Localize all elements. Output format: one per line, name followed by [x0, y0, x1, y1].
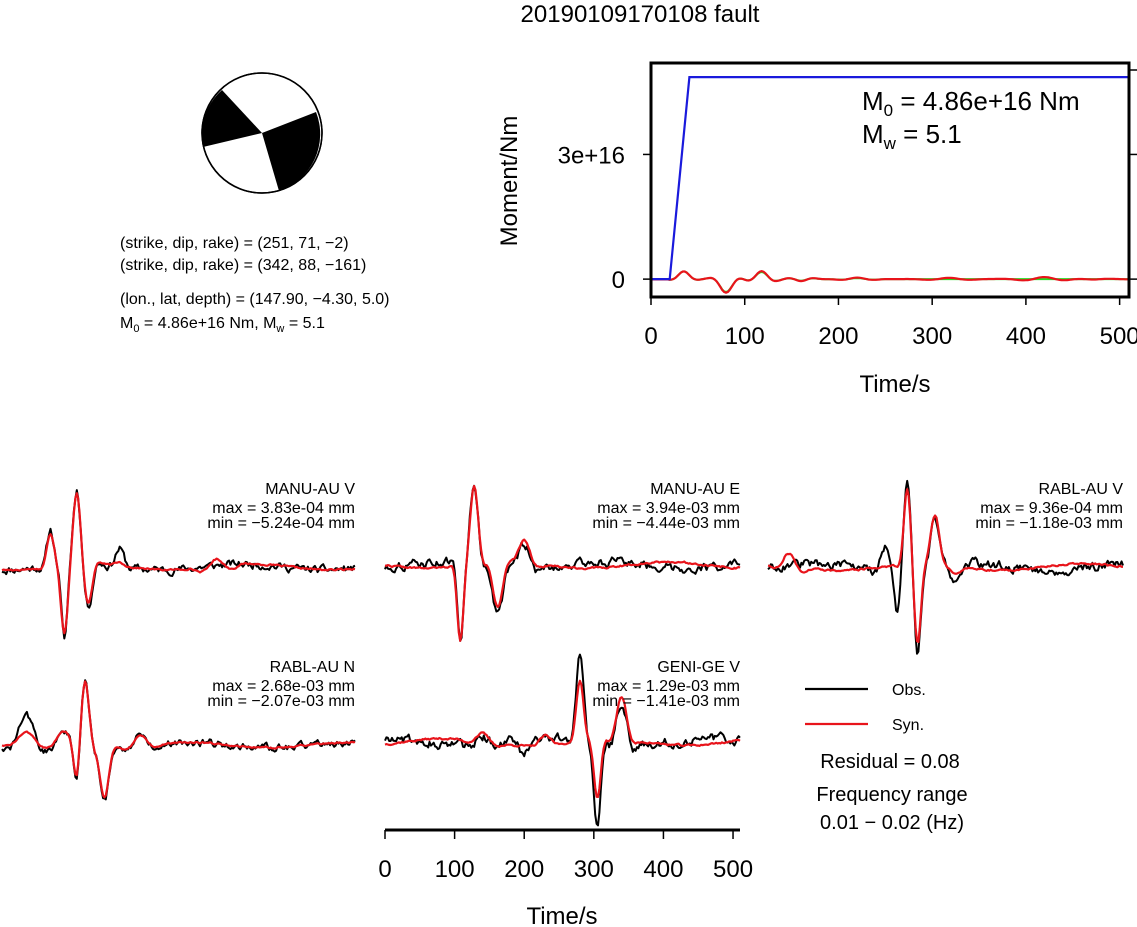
frequency-range-value: 0.01 − 0.02 (Hz): [820, 812, 964, 834]
nodal-plane-1: (strike, dip, rake) = (251, 71, −2): [120, 235, 349, 252]
synthetic-trace: [767, 488, 1123, 644]
station-min: min = −5.24e-04 mm: [207, 515, 355, 532]
waveform-time-axis: 0 100 200 300 400 500 Time/s: [378, 828, 753, 927]
moment-y-label: Moment/Nm: [496, 116, 523, 247]
waveform-x-tick-label: 400: [643, 856, 683, 883]
station-min: min = −4.44e-03 mm: [592, 515, 740, 532]
station-max: max = 1.29e-03 mm: [597, 678, 740, 695]
station-max: max = 3.94e-03 mm: [597, 500, 740, 517]
moment-x-tick-label: 200: [818, 323, 858, 350]
moment-x-tick-label: 300: [912, 323, 952, 350]
station-name: MANU-AU E: [650, 481, 740, 498]
station-max: max = 3.83e-04 mm: [212, 500, 355, 517]
waveform-x-label: Time/s: [526, 903, 597, 927]
moment-x-tick-label: 400: [1006, 323, 1046, 350]
legend: Obs. Syn.: [805, 682, 926, 734]
station-min: min = −1.18e-03 mm: [975, 515, 1123, 532]
synthetic-trace: [384, 484, 741, 642]
cumulative-moment-line: [651, 76, 1129, 281]
beachball-icon: [201, 72, 323, 194]
moment-y-tick-label: 3e+16: [558, 142, 625, 169]
moment-y-tick-label: 0: [612, 267, 625, 294]
moment-annotation-mw: Mw = 5.1: [862, 119, 962, 153]
nodal-plane-2: (strike, dip, rake) = (342, 88, −161): [120, 257, 366, 274]
waveform-x-tick-label: 0: [378, 856, 391, 883]
synthetic-trace: [1, 492, 356, 635]
hypocenter-text: (lon., lat, depth) = (147.90, −4.30, 5.0…: [120, 291, 390, 308]
waveform-x-tick-label: 500: [713, 856, 753, 883]
waveform-x-tick-label: 300: [574, 856, 614, 883]
moment-annotation-m0: M0 = 4.86e+16 Nm: [862, 86, 1080, 120]
station-max: max = 2.68e-03 mm: [212, 678, 355, 695]
station-name: MANU-AU V: [265, 481, 355, 498]
station-max: max = 9.36e-04 mm: [980, 500, 1123, 517]
moment-magnitude-text: M0 = 4.86e+16 Nm, Mw = 5.1: [120, 315, 325, 335]
moment-rate-red-curve: [651, 269, 1129, 294]
figure-title: 20190109170108 fault: [521, 1, 760, 28]
synthetic-trace: [1, 680, 356, 799]
moment-plot-frame: [649, 61, 1131, 299]
moment-x-tick-label: 0: [644, 323, 657, 350]
moment-plot: 0 100 200 300 400 500 0 3e+16 Time/s Moment/Nm M0 …: [496, 61, 1137, 398]
station-min: min = −1.41e-03 mm: [592, 693, 740, 710]
frequency-range-title: Frequency range: [816, 784, 967, 806]
station-name: RABL-AU V: [1039, 481, 1124, 498]
moment-x-label: Time/s: [859, 371, 930, 398]
residual-text: Residual = 0.08: [820, 751, 960, 773]
legend-obs-label: Obs.: [892, 682, 926, 699]
station-name: RABL-AU N: [270, 659, 355, 676]
moment-x-tick-label: 100: [725, 323, 765, 350]
focal-parameters: (strike, dip, rake) = (251, 71, −2) (str…: [120, 235, 390, 335]
waveform-x-tick-label: 100: [435, 856, 475, 883]
observed-trace: [384, 653, 741, 827]
synthetic-trace: [384, 679, 741, 798]
legend-syn-label: Syn.: [892, 717, 924, 734]
station-min: min = −2.07e-03 mm: [207, 693, 355, 710]
waveform-x-tick-label: 200: [504, 856, 544, 883]
moment-x-tick-label: 500: [1100, 323, 1137, 350]
station-name: GENI-GE V: [657, 659, 740, 676]
